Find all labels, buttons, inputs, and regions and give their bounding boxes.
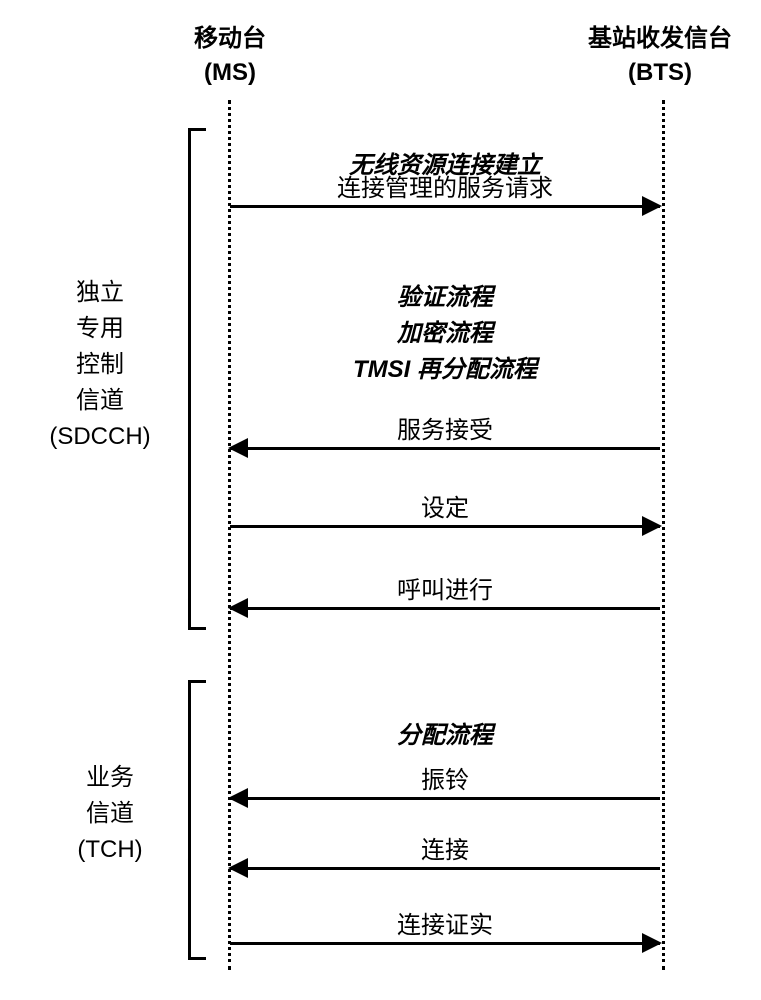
arrow-left-icon [230,867,660,870]
bts-abbr: (BTS) [570,56,750,90]
msg-block-line: TMSI 再分配流程 [230,352,660,388]
arrow-left-icon [230,797,660,800]
msg-arrow: 服务接受 [230,410,660,450]
sdcch-line: 信道 [20,383,180,419]
arrow-right-icon [230,942,660,945]
sdcch-line: 专用 [20,311,180,347]
participant-ms-header: 移动台 (MS) [160,22,300,89]
tch-line: 业务 [40,760,180,796]
arrow-left-icon [230,447,660,450]
msg-arrow: 呼叫进行 [230,570,660,610]
participant-bts-header: 基站收发信台 (BTS) [570,22,750,89]
sdcch-line: 控制 [20,347,180,383]
msg-arrow-label: 呼叫进行 [230,570,660,605]
arrow-right-icon [230,525,660,528]
msg-arrow: 振铃 [230,760,660,800]
ms-abbr: (MS) [160,56,300,90]
msg-arrow-label: 连接证实 [230,905,660,940]
msg-arrow: 连接证实 [230,905,660,945]
sdcch-line: (SDCCH) [20,419,180,455]
tch-bracket [188,680,206,960]
tch-line: (TCH) [40,832,180,868]
msg-block-line: 加密流程 [230,316,660,352]
bts-name: 基站收发信台 [570,22,750,56]
ms-name: 移动台 [160,22,300,56]
msg-arrow-label: 设定 [230,488,660,523]
sdcch-bracket [188,128,206,630]
bts-lifeline [662,100,665,970]
msg-arrow: 连接管理的服务请求 [230,168,660,208]
sdcch-label: 独立 专用 控制 信道 (SDCCH) [20,275,180,455]
msg-block-line: 验证流程 [230,280,660,316]
msg-arrow-label: 振铃 [230,760,660,795]
tch-line: 信道 [40,796,180,832]
msg-title: 分配流程 [230,718,660,754]
msg-arrow: 设定 [230,488,660,528]
arrow-left-icon [230,607,660,610]
tch-label: 业务 信道 (TCH) [40,760,180,868]
sdcch-line: 独立 [20,275,180,311]
arrow-right-icon [230,205,660,208]
msg-block: 验证流程加密流程TMSI 再分配流程 [230,280,660,388]
msg-arrow: 连接 [230,830,660,870]
msg-arrow-label: 连接管理的服务请求 [230,168,660,203]
msg-arrow-label: 连接 [230,830,660,865]
msg-arrow-label: 服务接受 [230,410,660,445]
